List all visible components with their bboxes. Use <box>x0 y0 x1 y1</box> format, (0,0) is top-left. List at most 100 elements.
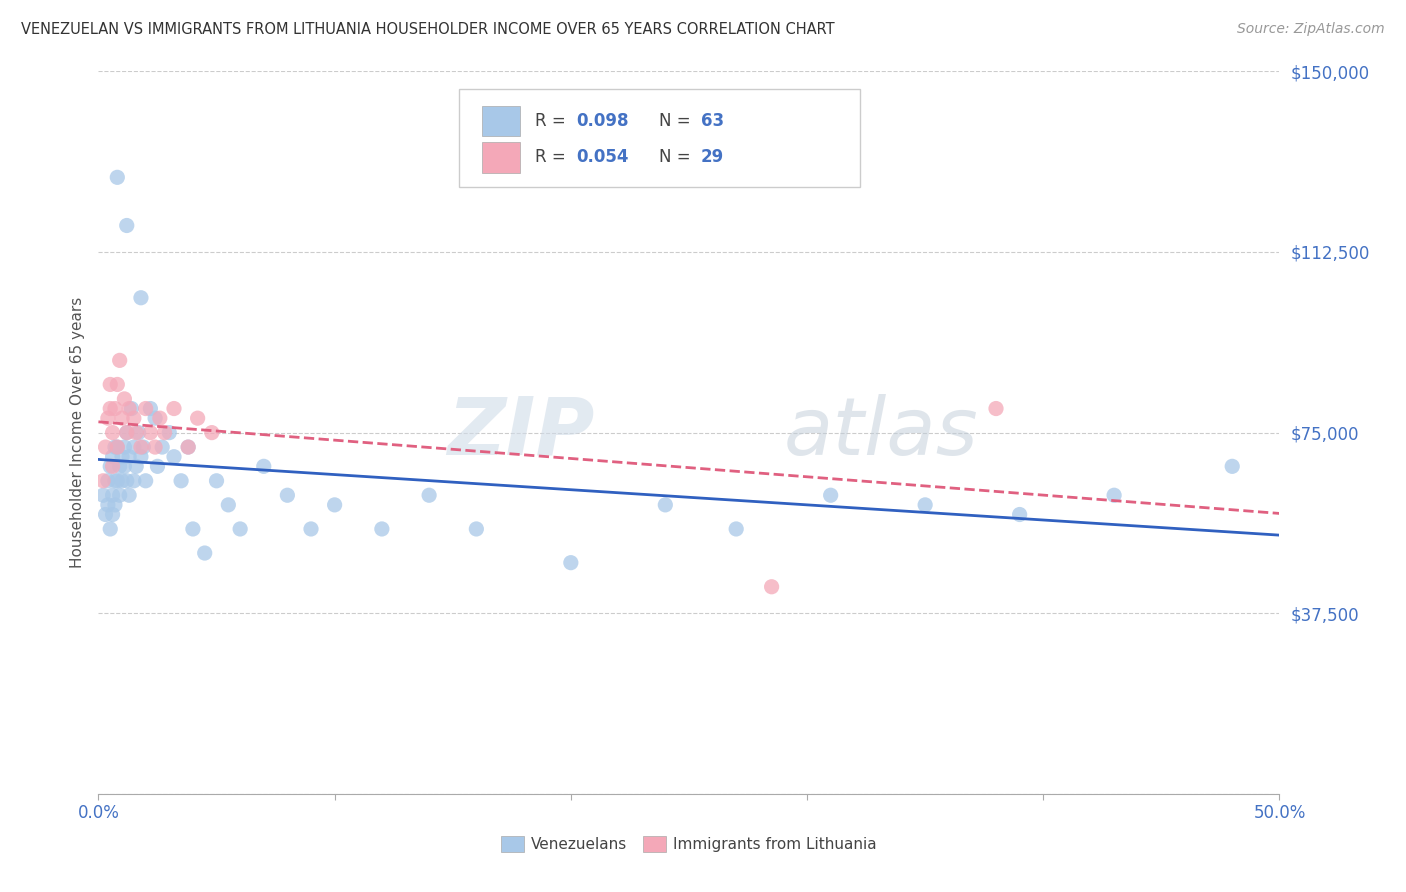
Point <box>104 474 127 488</box>
Point <box>101 425 124 440</box>
Point <box>105 440 128 454</box>
Point <box>121 401 143 416</box>
Legend: Venezuelans, Immigrants from Lithuania: Venezuelans, Immigrants from Lithuania <box>495 830 883 858</box>
Text: 29: 29 <box>700 148 724 166</box>
Point <box>149 411 172 425</box>
FancyBboxPatch shape <box>482 106 520 136</box>
Point <box>984 401 1007 416</box>
Point <box>105 440 128 454</box>
Point <box>128 425 150 440</box>
Text: atlas: atlas <box>783 393 979 472</box>
Point <box>276 488 298 502</box>
Text: 63: 63 <box>700 112 724 130</box>
Point <box>143 440 166 454</box>
Text: N =: N = <box>659 112 696 130</box>
Point <box>157 425 180 440</box>
Point <box>150 440 173 454</box>
FancyBboxPatch shape <box>482 142 520 172</box>
Point <box>761 580 783 594</box>
Point <box>104 401 127 416</box>
Point <box>177 440 200 454</box>
Point <box>122 474 145 488</box>
Point <box>323 498 346 512</box>
Point <box>135 474 157 488</box>
Text: 0.054: 0.054 <box>576 148 630 166</box>
Text: N =: N = <box>659 148 696 166</box>
Point <box>118 488 141 502</box>
Point <box>560 556 582 570</box>
Point <box>201 425 224 440</box>
Point <box>104 498 127 512</box>
Point <box>125 459 148 474</box>
Point <box>115 425 138 440</box>
Point <box>229 522 252 536</box>
Text: Source: ZipAtlas.com: Source: ZipAtlas.com <box>1237 22 1385 37</box>
Point <box>153 425 176 440</box>
Point <box>98 401 121 416</box>
Point <box>217 498 239 512</box>
Point <box>725 522 748 536</box>
Point <box>101 459 124 474</box>
Point <box>98 459 121 474</box>
Point <box>146 459 169 474</box>
Point <box>371 522 394 536</box>
Point <box>94 440 117 454</box>
Point <box>194 546 217 560</box>
Point <box>1008 508 1031 522</box>
Point <box>914 498 936 512</box>
Point <box>108 353 131 368</box>
Point <box>111 474 134 488</box>
Point <box>1220 459 1243 474</box>
Point <box>139 425 162 440</box>
Point <box>112 392 135 406</box>
Point <box>299 522 322 536</box>
Point <box>97 474 120 488</box>
Point <box>111 450 134 464</box>
Text: VENEZUELAN VS IMMIGRANTS FROM LITHUANIA HOUSEHOLDER INCOME OVER 65 YEARS CORRELA: VENEZUELAN VS IMMIGRANTS FROM LITHUANIA … <box>21 22 835 37</box>
Point <box>91 474 114 488</box>
Point <box>177 440 200 454</box>
Point <box>163 450 186 464</box>
Point <box>98 377 121 392</box>
Point <box>253 459 276 474</box>
Point <box>170 474 193 488</box>
Text: R =: R = <box>536 148 571 166</box>
Point <box>129 291 152 305</box>
Point <box>1102 488 1125 502</box>
Point <box>101 508 124 522</box>
Point <box>205 474 228 488</box>
Point <box>91 488 114 502</box>
Point <box>820 488 842 502</box>
Point <box>111 411 134 425</box>
Point <box>465 522 488 536</box>
Point <box>143 411 166 425</box>
Point <box>122 440 145 454</box>
Text: 0.098: 0.098 <box>576 112 630 130</box>
Y-axis label: Householder Income Over 65 years: Householder Income Over 65 years <box>69 297 84 568</box>
Point <box>118 450 141 464</box>
Point <box>129 450 152 464</box>
Point <box>97 498 120 512</box>
Point <box>105 170 128 185</box>
Point <box>163 401 186 416</box>
FancyBboxPatch shape <box>458 89 860 187</box>
Point <box>125 425 148 440</box>
Point <box>115 219 138 233</box>
Point <box>418 488 440 502</box>
Text: R =: R = <box>536 112 571 130</box>
Point <box>98 522 121 536</box>
Point <box>108 459 131 474</box>
Point <box>118 401 141 416</box>
Point <box>122 411 145 425</box>
Point <box>101 450 124 464</box>
Point <box>139 401 162 416</box>
Point <box>187 411 209 425</box>
Point <box>104 440 127 454</box>
Point <box>115 425 138 440</box>
Point <box>132 440 155 454</box>
Point <box>181 522 204 536</box>
Point <box>97 411 120 425</box>
Point <box>112 440 135 454</box>
Point <box>654 498 676 512</box>
Point <box>135 401 157 416</box>
